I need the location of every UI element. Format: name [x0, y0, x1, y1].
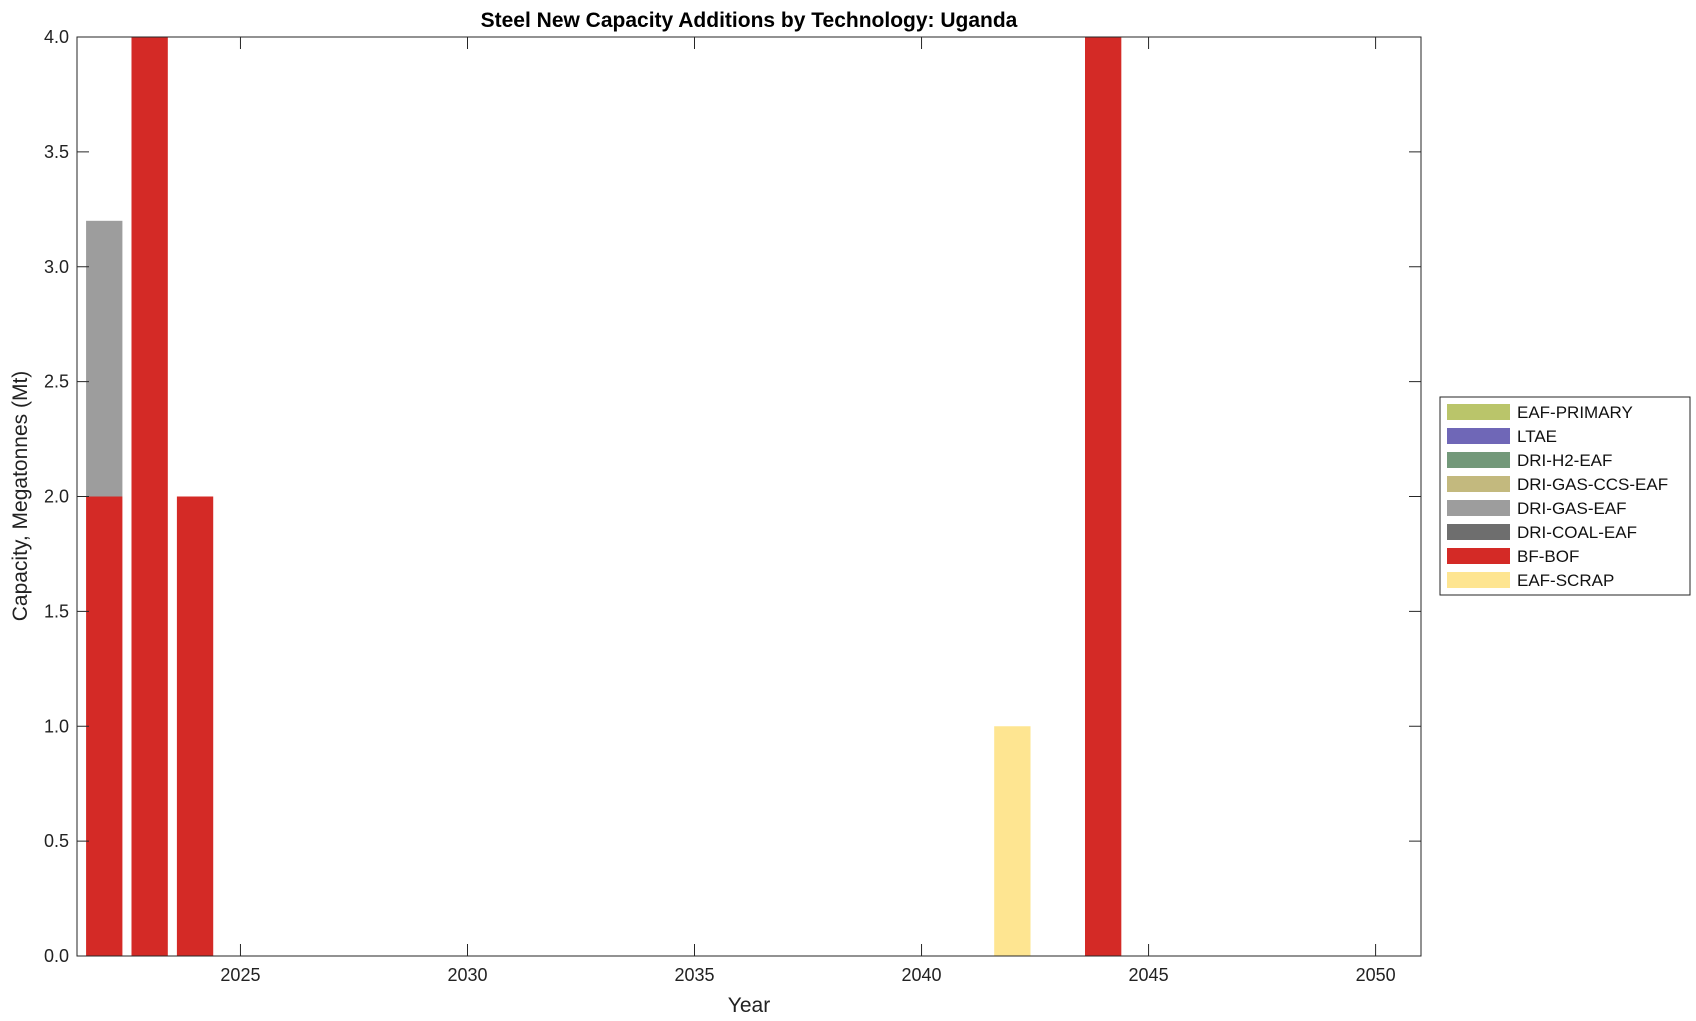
legend-label: DRI-COAL-EAF	[1517, 523, 1637, 542]
legend-label: LTAE	[1517, 427, 1557, 446]
legend: EAF-PRIMARY LTAE DRI-H2-EAF DRI-GAS-CCS-EAF…	[1439, 396, 1691, 596]
y-tick-label: 2.5	[44, 372, 69, 392]
plot-area	[77, 37, 1421, 956]
legend-swatch	[1447, 404, 1510, 420]
x-tick-label: 2040	[902, 965, 942, 985]
y-tick-label: 1.5	[44, 601, 69, 621]
bar-2024-series-1	[176, 496, 214, 956]
legend-label: DRI-GAS-CCS-EAF	[1517, 475, 1668, 494]
legend-swatch	[1447, 548, 1510, 564]
legend-swatch	[1447, 524, 1510, 540]
bar-2022-series-3	[86, 220, 123, 497]
y-tick-label: 3.5	[44, 142, 69, 162]
bar-2042-series-0	[994, 726, 1031, 956]
y-tick-label: 2.0	[44, 487, 69, 507]
bar-2044-series-1	[1085, 37, 1122, 956]
legend-label: BF-BOF	[1517, 547, 1579, 566]
legend-label: EAF-PRIMARY	[1517, 403, 1633, 422]
legend-label: DRI-H2-EAF	[1517, 451, 1612, 470]
bar-2023-series-1	[131, 37, 168, 956]
legend-label: EAF-SCRAP	[1517, 571, 1614, 590]
legend-label: DRI-GAS-EAF	[1517, 499, 1627, 518]
x-axis-label: Year	[728, 994, 770, 1017]
y-tick-label: 1.0	[44, 716, 69, 736]
legend-swatch	[1447, 572, 1510, 588]
legend-swatch	[1447, 452, 1510, 468]
x-tick-label: 2025	[220, 965, 260, 985]
x-tick-label: 2050	[1356, 965, 1396, 985]
x-tick-label: 2030	[447, 965, 487, 985]
y-axis-label: Capacity, Megatonnes (Mt)	[9, 371, 32, 622]
bars-group	[86, 37, 1122, 956]
y-tick-label: 0.5	[44, 831, 69, 851]
legend-swatch	[1447, 500, 1510, 516]
x-axis: 2025 2030 2035 2040 2045 2050	[220, 37, 1396, 985]
y-tick-label: 4.0	[44, 27, 69, 47]
y-tick-label: 3.0	[44, 257, 69, 277]
chart-title: Steel New Capacity Additions by Technolo…	[481, 9, 1018, 32]
x-tick-label: 2045	[1129, 965, 1169, 985]
legend-swatch	[1447, 428, 1510, 444]
y-tick-label: 0.0	[44, 946, 69, 966]
x-tick-label: 2035	[674, 965, 714, 985]
bar-2022-series-1	[86, 496, 123, 956]
y-axis: 0.0 0.5 1.0 1.5 2.0 2.5 3.0 3.5 4.0	[44, 27, 1421, 966]
legend-swatch	[1447, 476, 1510, 492]
